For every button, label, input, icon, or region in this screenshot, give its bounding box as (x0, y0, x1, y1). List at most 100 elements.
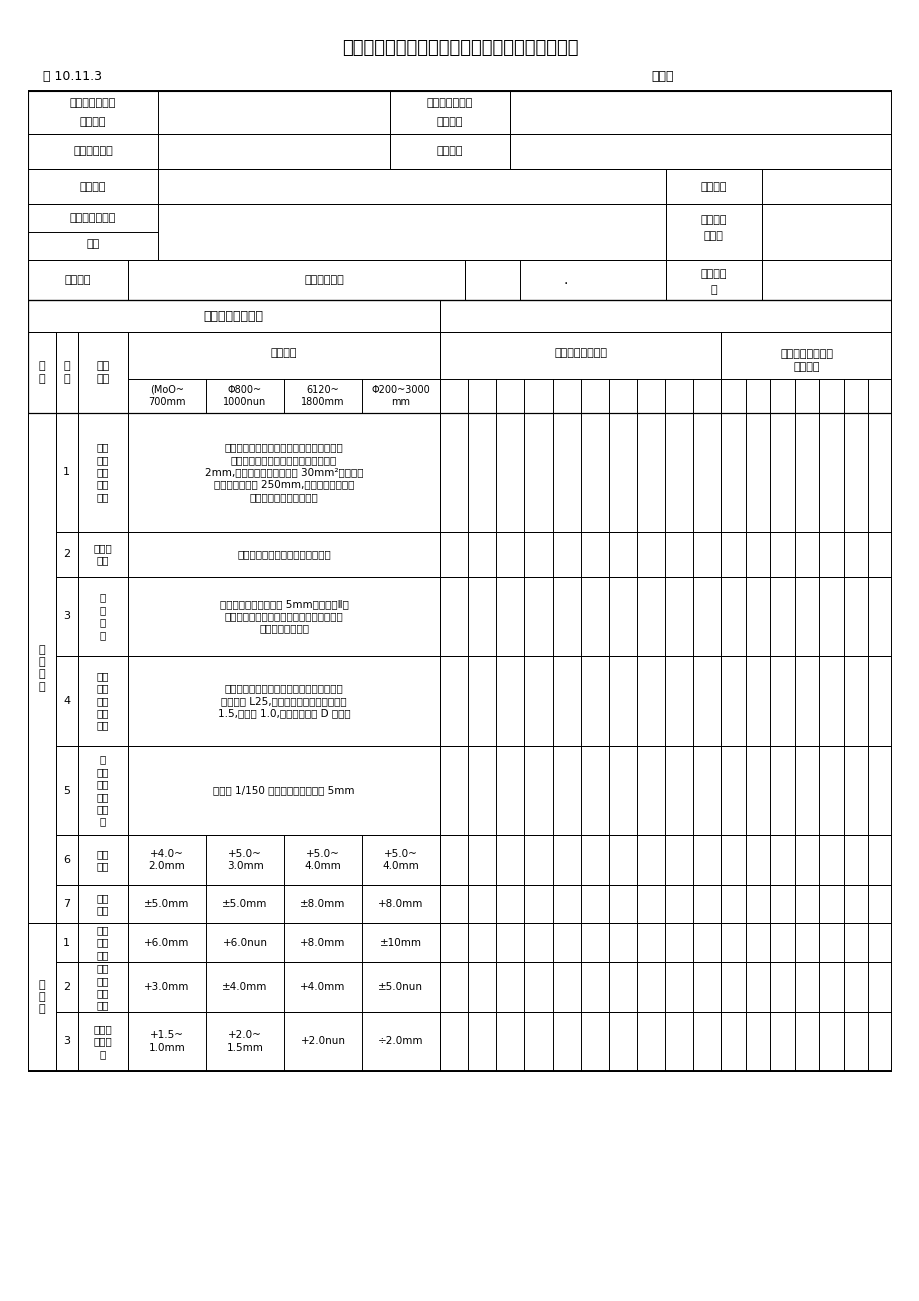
Text: 项目经理: 项目经理 (699, 182, 726, 191)
Text: 分项工程名称: 分项工程名称 (73, 147, 113, 156)
Text: 验收部位: 验收部位 (437, 147, 462, 156)
Bar (78, 961, 128, 1012)
Text: 分部（子分部）: 分部（子分部） (426, 99, 472, 108)
Text: 3: 3 (63, 1037, 70, 1046)
Text: 执行标准名称及: 执行标准名称及 (70, 213, 116, 224)
Bar (665, 204, 891, 260)
Bar (78, 412, 128, 532)
Bar (439, 532, 720, 576)
Bar (439, 835, 720, 885)
Bar (439, 332, 720, 412)
Text: +2.0nun: +2.0nun (301, 1037, 346, 1046)
Bar (28, 91, 891, 1071)
Text: +8.0mm: +8.0mm (300, 938, 346, 947)
Text: 必须光洁平整，不得有蜂窝、夹渣、碰伤、
裂缝、刻痕、脱皮，局部凸凹度不超过
2mm,单个缺陷面积不得超过 30mm²当环向连
续碰伤长度小于 250mm,且不降: 必须光洁平整，不得有蜂窝、夹渣、碰伤、 裂缝、刻痕、脱皮，局部凸凹度不超过 2m… (205, 442, 363, 502)
Bar (128, 332, 439, 412)
Text: 必须平整，不得露石，不宜有浮渣: 必须平整，不得露石，不宜有浮渣 (237, 549, 331, 559)
Text: 口插
作工
外面
质观
量承: 口插 作工 外面 质观 量承 (96, 442, 109, 502)
Bar (439, 924, 720, 961)
Text: +5.0~
4.0mm: +5.0~ 4.0mm (382, 848, 419, 872)
Bar (128, 747, 439, 835)
Text: 专业工长: 专业工长 (699, 215, 726, 225)
Bar (128, 412, 439, 532)
Bar (439, 885, 720, 924)
Text: 施工单位自检记录: 施工单位自检记录 (553, 349, 607, 358)
Bar (56, 576, 78, 656)
Bar (128, 532, 439, 576)
Bar (78, 835, 128, 885)
Text: 施工单位: 施工单位 (80, 182, 106, 191)
Bar (720, 747, 891, 835)
Bar (78, 332, 128, 412)
Bar (56, 532, 78, 576)
Bar (720, 656, 891, 747)
Text: +4.0mm: +4.0mm (300, 982, 346, 991)
Text: ±5.0mm: ±5.0mm (144, 899, 189, 909)
Text: 监理（建设）单位
验收记录: 监理（建设）单位 验收记录 (779, 349, 833, 372)
Text: 类
别: 类 别 (39, 362, 45, 384)
Bar (28, 91, 389, 134)
Text: 分包单位: 分包单位 (64, 275, 91, 285)
Bar (56, 747, 78, 835)
Bar (439, 747, 720, 835)
Bar (28, 260, 128, 301)
Bar (56, 412, 78, 532)
Text: +8.0mm: +8.0mm (378, 899, 423, 909)
Text: ±8.0mm: ±8.0mm (300, 899, 346, 909)
Bar (28, 91, 891, 301)
Text: 4: 4 (63, 696, 71, 706)
Text: ±5.0mm: ±5.0mm (222, 899, 267, 909)
Bar (720, 576, 891, 656)
Bar (439, 576, 720, 656)
Bar (128, 260, 520, 301)
Bar (128, 1012, 439, 1071)
Bar (28, 169, 665, 204)
Bar (78, 656, 128, 747)
Bar (720, 1012, 891, 1071)
Text: 6: 6 (63, 855, 70, 865)
Text: 子
两端
外径
倾斜
度受
管: 子 两端 外径 倾斜 度受 管 (96, 755, 109, 826)
Bar (56, 332, 78, 412)
Text: .: . (562, 273, 567, 286)
Text: 筋头烧掉，留下深度为 5mm凹坑，插Ⅱ端
用砂浆，承口端用环氧胶泥封堵，上述堵头
必须牢固，无裂缝: 筋头烧掉，留下深度为 5mm凹坑，插Ⅱ端 用砂浆，承口端用环氧胶泥封堵，上述堵头… (220, 598, 348, 634)
Text: 5: 5 (63, 786, 70, 795)
Bar (389, 134, 891, 169)
Text: 2: 2 (63, 549, 71, 559)
Text: 工程名称: 工程名称 (437, 117, 462, 127)
Text: +4.0~
2.0mm: +4.0~ 2.0mm (149, 848, 186, 872)
Text: ÷2.0mm: ÷2.0mm (378, 1037, 424, 1046)
Bar (665, 169, 891, 204)
Text: 管体内
表面: 管体内 表面 (94, 543, 112, 566)
Text: 主
控
项
目: 主 控 项 目 (39, 644, 45, 692)
Text: 序
号: 序 号 (63, 362, 70, 384)
Bar (28, 91, 891, 1071)
Text: 7: 7 (63, 899, 71, 909)
Text: +5.0~
4.0mm: +5.0~ 4.0mm (304, 848, 341, 872)
Text: 股
项
目: 股 项 目 (39, 980, 45, 1015)
Text: +6.0nun: +6.0nun (222, 938, 267, 947)
Text: ±10mm: ±10mm (380, 938, 422, 947)
Bar (28, 134, 389, 169)
Text: 承口工
作面直
径: 承口工 作面直 径 (94, 1024, 112, 1059)
Bar (389, 91, 891, 134)
Text: 2: 2 (63, 982, 71, 991)
Text: +6.0mm: +6.0mm (144, 938, 189, 947)
Bar (128, 924, 439, 961)
Bar (665, 260, 891, 301)
Text: 必须符合设计要求，其中离心制管工艺的换
算系数为 L25,振动挤压工艺的换算系数为
1.5,其余为 1.0,必须符合附录 D 的规定: 必须符合设计要求，其中离心制管工艺的换 算系数为 L25,振动挤压工艺的换算系数… (218, 683, 350, 718)
Text: 质量验收规范规定: 质量验收规范规定 (203, 310, 264, 323)
Text: 单位（子单位）: 单位（子单位） (70, 99, 116, 108)
Text: 检查
项目: 检查 项目 (96, 362, 109, 384)
Text: 表 10.11.3: 表 10.11.3 (42, 70, 102, 83)
Bar (720, 412, 891, 532)
Text: Φ200~3000
mm: Φ200~3000 mm (371, 385, 430, 407)
Text: 分包项目经理: 分包项目经理 (304, 275, 344, 285)
Bar (78, 885, 128, 924)
Text: 3: 3 (63, 611, 70, 622)
Bar (78, 924, 128, 961)
Bar (720, 532, 891, 576)
Bar (439, 301, 891, 332)
Text: 外口
坡导
才直
至承: 外口 坡导 才直 至承 (96, 963, 109, 1011)
Bar (28, 412, 56, 924)
Bar (439, 412, 720, 532)
